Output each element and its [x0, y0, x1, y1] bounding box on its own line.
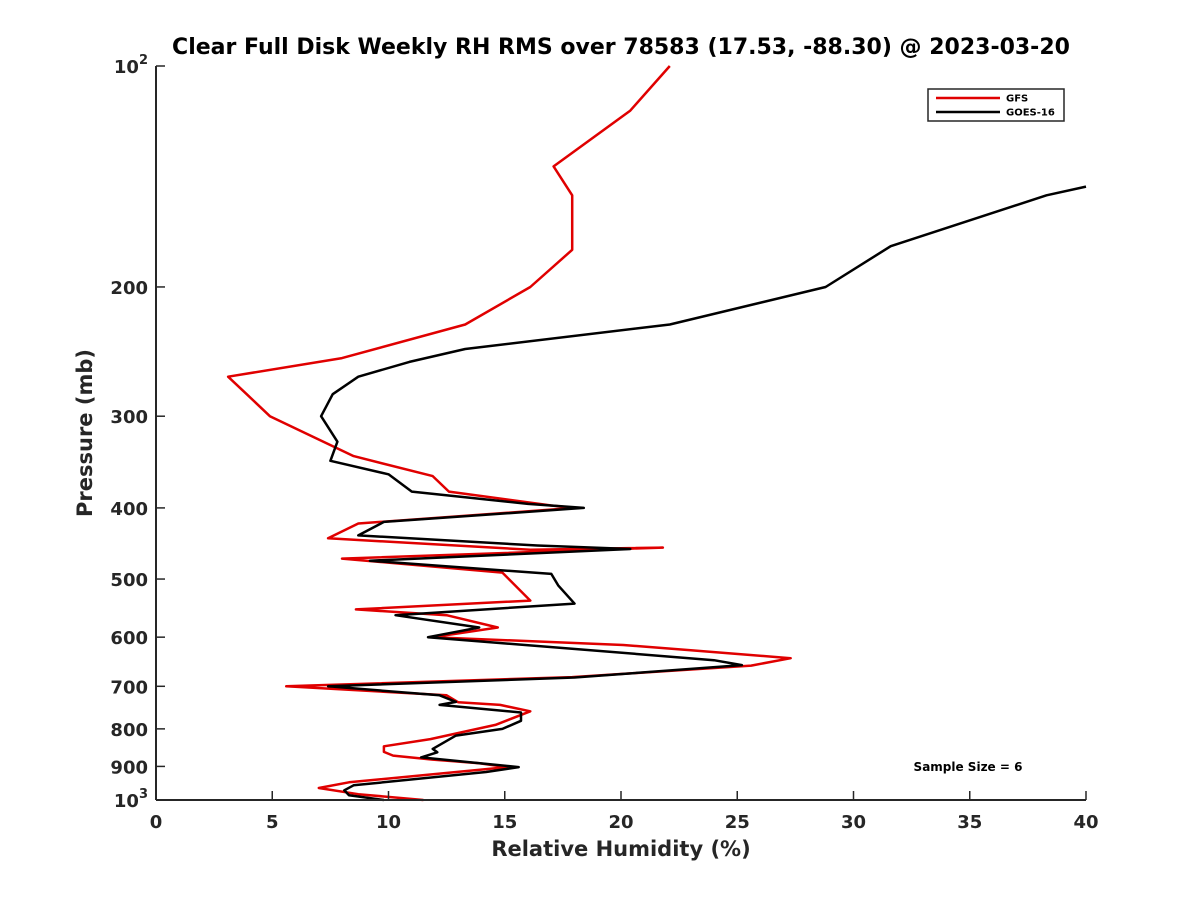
- y-axis-label: Pressure (mb): [73, 349, 97, 517]
- legend-label-goes16: GOES-16: [1006, 108, 1055, 119]
- x-tick-label: 40: [1073, 812, 1098, 833]
- y-tick-exponent: 2: [139, 53, 148, 68]
- y-tick-label: 600: [110, 628, 148, 649]
- x-tick-label: 10: [376, 812, 401, 833]
- y-tick-label: 102: [114, 53, 148, 78]
- chart-title: Clear Full Disk Weekly RH RMS over 78583…: [172, 35, 1070, 60]
- series-layer: [226, 65, 1087, 802]
- x-tick-label: 15: [492, 812, 517, 833]
- x-tick-label: 35: [957, 812, 982, 833]
- plot-area: [155, 65, 1087, 802]
- x-tick-label: 30: [841, 812, 866, 833]
- legend-box: [927, 88, 1065, 122]
- y-tick-exponent: 3: [139, 787, 148, 802]
- y-tick-base: 10: [114, 791, 139, 812]
- x-axis-label: Relative Humidity (%): [491, 837, 750, 861]
- sample-size-annotation: Sample Size = 6: [914, 760, 1023, 774]
- x-tick-label: 20: [608, 812, 633, 833]
- y-tick-label: 700: [110, 677, 148, 698]
- x-axis-ticks: 0 5 10 15 20 25 30 35 40: [150, 791, 1099, 833]
- legend-label-gfs: GFS: [1006, 94, 1028, 105]
- x-tick-label: 25: [725, 812, 750, 833]
- y-tick-label: 500: [110, 570, 148, 591]
- y-tick-label: 900: [110, 757, 148, 778]
- series-line-goes-16: [319, 185, 1087, 802]
- y-tick-label: 200: [110, 278, 148, 299]
- x-tick-label: 0: [150, 812, 163, 833]
- y-tick-label: 103: [114, 787, 148, 812]
- y-tick-label: 800: [110, 720, 148, 741]
- y-tick-label: 400: [110, 499, 148, 520]
- y-tick-base: 10: [114, 57, 139, 78]
- legend: GFS GOES-16: [927, 88, 1065, 122]
- series-line-gfs: [226, 65, 792, 802]
- x-tick-label: 5: [266, 812, 279, 833]
- y-tick-label: 300: [110, 407, 148, 428]
- plot-background: [156, 66, 1086, 800]
